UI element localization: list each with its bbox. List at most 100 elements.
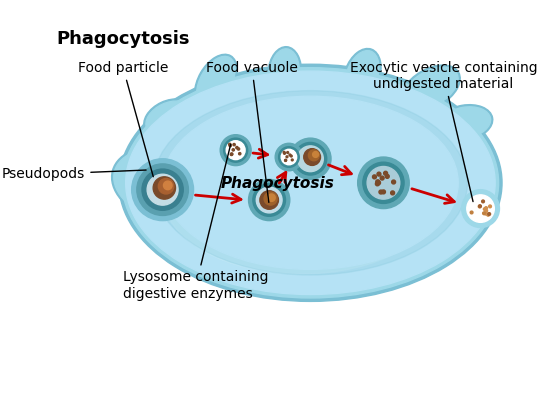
Text: Phagocytosis: Phagocytosis [221,176,335,191]
Text: Food particle: Food particle [78,61,168,177]
Ellipse shape [164,200,208,243]
Circle shape [285,160,286,162]
Circle shape [489,205,491,208]
Text: Lysosome containing
digestive enzymes: Lysosome containing digestive enzymes [123,144,269,301]
Circle shape [237,148,240,150]
Circle shape [137,164,188,216]
Circle shape [375,182,379,186]
Circle shape [385,174,389,178]
Circle shape [147,174,178,205]
Circle shape [226,141,245,160]
Circle shape [290,138,331,179]
Circle shape [462,190,499,228]
Ellipse shape [162,198,210,246]
Circle shape [275,143,302,171]
Ellipse shape [437,105,493,141]
Circle shape [279,147,299,167]
Circle shape [381,190,386,194]
Ellipse shape [321,232,351,280]
Circle shape [256,187,282,213]
Ellipse shape [114,149,215,220]
Text: Exocytic vesicle containing
undigested material: Exocytic vesicle containing undigested m… [350,61,537,202]
Circle shape [384,171,387,175]
Text: Pseudopods: Pseudopods [2,167,146,181]
Circle shape [488,213,491,215]
Circle shape [485,209,487,212]
Circle shape [281,149,296,165]
Circle shape [392,180,395,184]
Circle shape [376,181,380,185]
Circle shape [132,159,194,221]
Ellipse shape [153,91,467,275]
Ellipse shape [426,203,470,240]
Ellipse shape [345,51,379,100]
Ellipse shape [119,64,502,301]
Circle shape [153,177,176,199]
Ellipse shape [195,54,237,108]
Circle shape [220,135,251,166]
Circle shape [470,211,473,214]
Circle shape [308,150,319,161]
Circle shape [363,162,404,204]
Ellipse shape [122,68,499,298]
Circle shape [232,149,234,151]
Ellipse shape [343,48,381,102]
Circle shape [304,149,320,166]
Circle shape [264,192,277,205]
Circle shape [478,205,481,208]
Circle shape [158,178,174,194]
Circle shape [373,175,376,179]
Circle shape [283,152,286,154]
Circle shape [485,207,487,210]
Circle shape [367,166,400,199]
Circle shape [142,169,183,210]
Ellipse shape [323,234,349,277]
Circle shape [233,144,235,146]
Ellipse shape [440,107,491,138]
Circle shape [313,152,318,157]
Circle shape [224,138,248,162]
Circle shape [377,172,381,176]
Circle shape [285,159,287,161]
Circle shape [487,213,490,216]
Ellipse shape [403,67,458,110]
Circle shape [485,212,487,215]
Ellipse shape [163,118,441,274]
Circle shape [231,153,233,155]
Circle shape [380,176,384,180]
Ellipse shape [146,101,191,136]
Ellipse shape [373,224,403,265]
Circle shape [236,146,238,149]
Circle shape [239,152,241,155]
Ellipse shape [144,99,194,138]
Circle shape [391,191,394,195]
Circle shape [228,143,231,146]
Circle shape [283,151,285,153]
Circle shape [294,142,327,175]
Circle shape [467,195,494,222]
Circle shape [260,191,279,209]
Circle shape [230,153,233,156]
Ellipse shape [112,147,217,222]
Circle shape [289,154,291,156]
Circle shape [298,146,323,172]
Circle shape [483,212,485,215]
Ellipse shape [197,56,235,106]
Text: Food vacuole: Food vacuole [206,61,298,202]
Circle shape [357,157,409,208]
Ellipse shape [163,96,458,269]
Circle shape [292,159,293,161]
Circle shape [229,144,231,147]
Circle shape [376,180,380,184]
Circle shape [287,152,289,154]
Circle shape [249,179,290,221]
Circle shape [290,155,292,157]
Ellipse shape [264,228,296,276]
Ellipse shape [262,226,298,278]
Circle shape [379,190,383,194]
Circle shape [481,200,484,203]
Text: Phagocytosis: Phagocytosis [56,30,189,48]
Circle shape [479,205,481,208]
Ellipse shape [401,65,460,112]
Circle shape [164,181,172,190]
